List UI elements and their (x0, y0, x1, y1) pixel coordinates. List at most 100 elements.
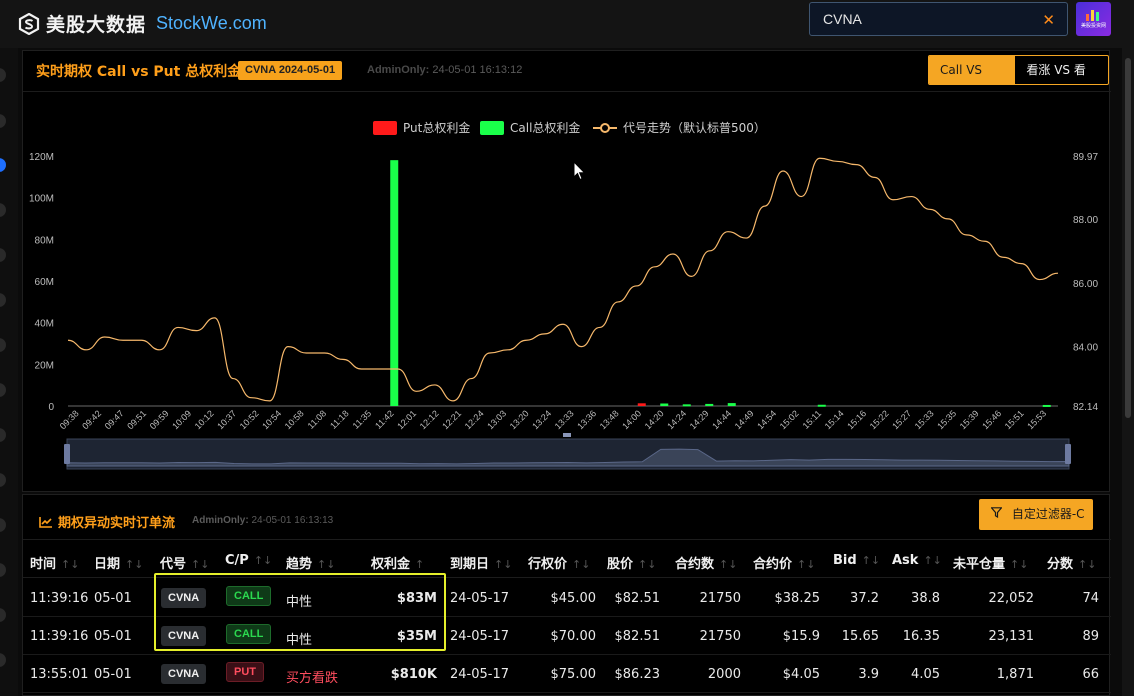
sort-icon[interactable]: ↑↓ (317, 558, 336, 571)
th-premium[interactable]: 权利金 ↑ (371, 553, 424, 572)
x-tick-label: 10:37 (215, 408, 238, 431)
slider-left-handle[interactable] (64, 444, 70, 464)
sidebar-item[interactable] (0, 114, 6, 128)
sort-icon[interactable]: ↑↓ (719, 558, 738, 571)
order-panel-divider (23, 539, 1111, 540)
x-tick-label: 09:47 (103, 408, 126, 431)
ticker-badge[interactable]: CVNA (161, 664, 207, 684)
sort-icon[interactable]: ↑↓ (253, 554, 273, 567)
call-premium-bar[interactable] (660, 403, 669, 407)
call-premium-bar[interactable] (1042, 404, 1051, 407)
th-bid[interactable]: Bid ↑↓ (833, 553, 880, 568)
sort-asc-icon[interactable]: ↑ (415, 558, 425, 571)
slider-right-handle[interactable] (1065, 444, 1071, 464)
custom-filter-label: 自定过滤器-C (1011, 507, 1085, 521)
sort-icon[interactable]: ↑↓ (797, 558, 816, 571)
sort-icon[interactable]: ↑↓ (1078, 558, 1097, 571)
toggle-bull-vs-bear[interactable]: 看涨 VS 看跌 (1026, 63, 1086, 77)
th-contracts[interactable]: 合约数 ↑↓ (675, 553, 737, 572)
sort-icon[interactable]: ↑↓ (861, 554, 881, 567)
th-date[interactable]: 日期 ↑↓ (94, 553, 143, 572)
cell-price: $82.51 (614, 591, 661, 606)
y-right-tick-label: 82.14 (1073, 402, 1098, 413)
order-admin-time: 24-05-01 16:13:13 (251, 515, 334, 526)
ticker-badge[interactable]: CVNA (161, 626, 207, 646)
th-ticker[interactable]: 代号 ↑↓ (160, 553, 209, 572)
sort-icon[interactable]: ↑↓ (572, 558, 591, 571)
cell-trend: 买方看跌 (286, 671, 339, 686)
cell-premium: $810K (390, 667, 437, 682)
th-contract-price[interactable]: 合约价 ↑↓ (753, 553, 815, 572)
th-time[interactable]: 时间 ↑↓ (30, 553, 79, 572)
x-tick-label: 11:08 (306, 408, 329, 431)
sort-icon[interactable]: ↑↓ (923, 554, 942, 567)
th-trend[interactable]: 趋势 ↑↓ (286, 553, 335, 572)
call-premium-bar[interactable] (682, 404, 691, 407)
sort-icon[interactable]: ↑↓ (61, 558, 80, 571)
call-premium-bar[interactable] (817, 404, 826, 407)
user-avatar[interactable]: 美股投资网 (1076, 2, 1111, 36)
sidebar-item-active[interactable] (0, 158, 6, 172)
page-scrollbar[interactable] (1122, 48, 1134, 696)
sidebar-item[interactable] (0, 428, 6, 442)
column-label: 分数 (1047, 557, 1074, 572)
sort-icon[interactable]: ↑↓ (1010, 558, 1029, 571)
legend-item[interactable]: Put总权利金 (373, 120, 470, 135)
legend-label: 代号走势（默认标普500） (623, 120, 766, 135)
th-open-interest[interactable]: 未平仓量 ↑↓ (953, 553, 1028, 572)
sort-icon[interactable]: ↑↓ (494, 558, 513, 571)
brand-logo[interactable]: 美股大数据 StockWe.com (18, 10, 267, 37)
avatar-chart-icon (1086, 10, 1099, 21)
cell-contracts: 2000 (707, 667, 741, 682)
time-range-slider[interactable] (64, 433, 1071, 470)
cell-ask: 4.05 (911, 667, 940, 682)
th-ask[interactable]: Ask ↑↓ (892, 553, 942, 568)
sidebar-item[interactable] (0, 473, 6, 487)
sidebar-item[interactable] (0, 563, 6, 577)
table-row[interactable]: 11:39:16 05-01 CVNA CALL 中性 $83M 24-05-17 $45.0… (23, 579, 1111, 617)
admin-timestamp: AdminOnly: 24-05-01 16:13:12 (367, 64, 522, 76)
table-row[interactable]: 11:39:16 05-01 CVNA CALL 中性 $35M 24-05-17 $70.0… (23, 617, 1111, 655)
put-premium-bar[interactable] (637, 403, 646, 406)
sidebar-item[interactable] (0, 248, 6, 262)
cell-score: 74 (1082, 591, 1099, 606)
sidebar-item[interactable] (0, 203, 6, 217)
ticker-badge[interactable]: CVNA (161, 588, 207, 608)
call-premium-bar[interactable] (727, 403, 736, 406)
brand-name-cn: 美股大数据 (46, 14, 147, 36)
y-right-tick-label: 86.00 (1073, 279, 1098, 290)
sidebar-item[interactable] (0, 338, 6, 352)
cell-bid: 3.9 (858, 667, 879, 682)
sidebar-item[interactable] (0, 518, 6, 532)
table-row[interactable]: 13:55:01 05-01 CVNA PUT 买方看跌 $810K 24-05-17 $75… (23, 655, 1111, 693)
column-label: 权利金 (371, 557, 411, 572)
custom-filter-button[interactable]: 自定过滤器-C (979, 499, 1093, 530)
scrollbar-thumb[interactable] (1125, 58, 1131, 418)
ticker-search-input[interactable] (810, 3, 1030, 35)
cell-contracts: 21750 (699, 629, 741, 644)
call-premium-bar[interactable] (390, 160, 399, 406)
sidebar-item[interactable] (0, 608, 6, 622)
x-tick-label: 15:33 (913, 408, 936, 431)
mouse-cursor-icon (573, 161, 586, 181)
filter-icon (990, 507, 1006, 521)
x-tick-label: 14:44 (710, 408, 733, 431)
legend-item[interactable]: 代号走势（默认标普500） (593, 120, 766, 135)
call-premium-bar[interactable] (705, 403, 714, 406)
th-strike[interactable]: 行权价 ↑↓ (528, 553, 590, 572)
slider-move-handle[interactable] (563, 433, 571, 437)
sidebar-item[interactable] (0, 653, 6, 667)
sidebar-item[interactable] (0, 383, 6, 397)
toggle-call-vs-put[interactable]: Call VS Put (929, 56, 1016, 84)
sidebar-item[interactable] (0, 293, 6, 307)
legend-item[interactable]: Call总权利金 (480, 120, 580, 135)
th-score[interactable]: 分数 ↑↓ (1047, 553, 1096, 572)
sort-icon[interactable]: ↑↓ (191, 558, 210, 571)
th-expiry[interactable]: 到期日 ↑↓ (450, 553, 512, 572)
sort-icon[interactable]: ↑↓ (125, 558, 144, 571)
th-price[interactable]: 股价 ↑↓ (607, 553, 656, 572)
sort-icon[interactable]: ↑↓ (638, 558, 657, 571)
th-cp[interactable]: C/P ↑↓ (225, 553, 272, 568)
clear-search-icon[interactable]: ✕ (1042, 12, 1055, 29)
sidebar-item[interactable] (0, 68, 6, 82)
